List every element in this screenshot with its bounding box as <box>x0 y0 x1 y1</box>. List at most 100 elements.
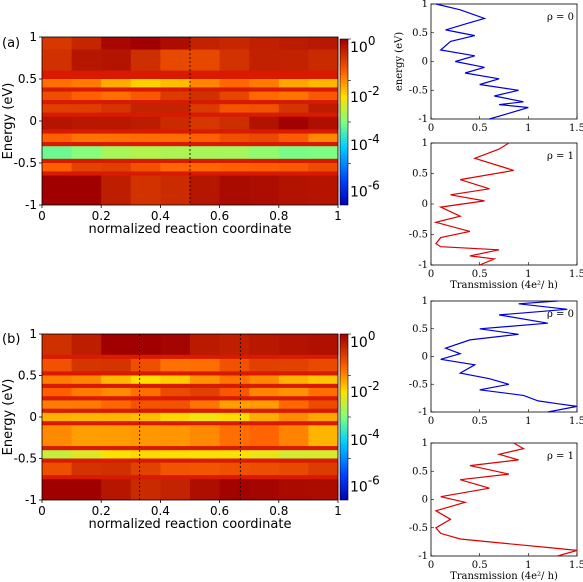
heatmap-cell <box>101 79 132 88</box>
y-tick-label: 0 <box>29 410 37 424</box>
colorbar-tick-label: 10-4 <box>350 427 380 449</box>
heatmap-cell <box>249 462 280 476</box>
heatmap-cell <box>308 79 339 88</box>
heatmap-cell <box>130 334 161 355</box>
heatmap-cell <box>219 49 250 71</box>
heatmap-cell <box>190 462 221 476</box>
colorbar-tick-label: 10-2 <box>350 379 380 401</box>
heatmap-cell <box>219 175 250 205</box>
heatmap-cell <box>71 146 102 159</box>
heatmap-cell <box>42 358 73 372</box>
heatmap-cell <box>190 163 221 172</box>
heatmap-cell <box>101 375 132 384</box>
colorbar-tick-exponent: 0 <box>368 34 376 48</box>
heatmap-cell <box>278 104 309 113</box>
heatmap-cell <box>308 146 339 159</box>
heatmap-cell <box>249 175 280 205</box>
heatmap-cell <box>249 412 280 422</box>
heatmap-cell <box>308 400 339 409</box>
heatmap-cell <box>160 450 191 459</box>
heatmap-cell <box>42 334 73 355</box>
x-tick-label: 0.5 <box>472 560 488 571</box>
heatmap-cell <box>219 37 250 50</box>
heatmap-cell <box>278 175 309 205</box>
heatmap-cell <box>308 462 339 476</box>
heatmap-cell <box>190 37 221 50</box>
heatmap-cell <box>190 400 221 409</box>
heatmap-cell <box>71 104 102 113</box>
heatmap-cell <box>160 400 191 409</box>
y-tick-label: -1 <box>418 407 428 418</box>
colorbar-tick-base: 10 <box>350 40 368 56</box>
rho-annotation: ρ = 1 <box>547 151 574 162</box>
heatmap-cell <box>101 479 132 500</box>
heatmap-cell <box>42 79 73 88</box>
x-tick-label: 0 <box>428 560 434 571</box>
heatmap-cell <box>160 116 191 130</box>
heatmap-cell <box>42 91 73 100</box>
heatmap-cell <box>160 133 191 142</box>
heatmap-cell <box>130 133 161 142</box>
colorbar-tick-label: 10-2 <box>350 84 380 106</box>
heatmap-b: 0 0.2 0.4 0.6 0.8 1 1 0.5 0 -0.5 -1 normalized reac… <box>1 327 342 532</box>
y-tick-label: 0 <box>422 199 428 210</box>
heatmap-cell <box>278 387 309 397</box>
heatmap-cell <box>190 146 221 159</box>
heatmap-cell <box>249 133 280 142</box>
heatmap-cell <box>219 79 250 88</box>
colorbar-tick-exponent: -2 <box>368 84 380 98</box>
heatmap-cell <box>249 91 280 100</box>
x-tick-label: 0 <box>428 123 434 134</box>
heatmap-cell <box>219 163 250 172</box>
heatmap-cell <box>278 450 309 459</box>
heatmap-cell <box>101 146 132 159</box>
y-tick-label: 0 <box>29 114 37 128</box>
rho-annotation: ρ = 0 <box>547 309 574 320</box>
colorbar-tick-base: 10 <box>350 90 368 106</box>
heatmap-cell <box>71 400 102 409</box>
heatmap-cell <box>101 163 132 172</box>
x-tick-label: 0 <box>428 416 434 427</box>
colorbar-tick-label: 10-6 <box>350 178 380 200</box>
heatmap-cell <box>130 163 161 172</box>
heatmap-cell <box>190 104 221 113</box>
heatmap-cell <box>249 425 280 447</box>
heatmap-cell <box>130 91 161 100</box>
y-tick-label: -1 <box>418 260 428 271</box>
heatmap-cell <box>249 37 280 50</box>
heatmap-cell <box>71 79 102 88</box>
heatmap-cell <box>219 334 250 355</box>
heatmap-cell <box>160 462 191 476</box>
heatmap-cell <box>249 450 280 459</box>
heatmap-cell <box>249 79 280 88</box>
x-tick-label: 0.5 <box>472 123 488 134</box>
heatmap-cell <box>71 412 102 422</box>
heatmap-cell <box>278 37 309 50</box>
x-tick-label: 0.8 <box>269 504 288 518</box>
heatmap-cell <box>71 387 102 397</box>
y-tick-label: 0.5 <box>412 466 428 477</box>
y-tick-label: 1 <box>422 0 428 10</box>
heatmap-cell <box>249 163 280 172</box>
heatmap-cell <box>278 146 309 159</box>
heatmap-cell <box>278 479 309 500</box>
heatmap-cell <box>249 387 280 397</box>
heatmap-cell <box>278 462 309 476</box>
heatmap-cell <box>278 79 309 88</box>
heatmap-cell <box>308 175 339 205</box>
y-tick-label: -0.5 <box>409 379 428 390</box>
heatmap-cell <box>308 116 339 130</box>
colorbar-tick-label: 10-4 <box>350 132 380 154</box>
heatmap-cell <box>160 37 191 50</box>
heatmap-cell <box>71 358 102 372</box>
heatmap-cell <box>71 334 102 355</box>
heatmap-cell <box>71 91 102 100</box>
heatmap-cell <box>190 49 221 71</box>
heatmap-cell <box>130 375 161 384</box>
x-tick-label: 1 <box>525 269 531 280</box>
colorbar-tick-base: 10 <box>350 385 368 401</box>
heatmap-cell <box>130 412 161 422</box>
heatmap-cell <box>190 79 221 88</box>
y-tick-label: 1 <box>422 438 428 449</box>
